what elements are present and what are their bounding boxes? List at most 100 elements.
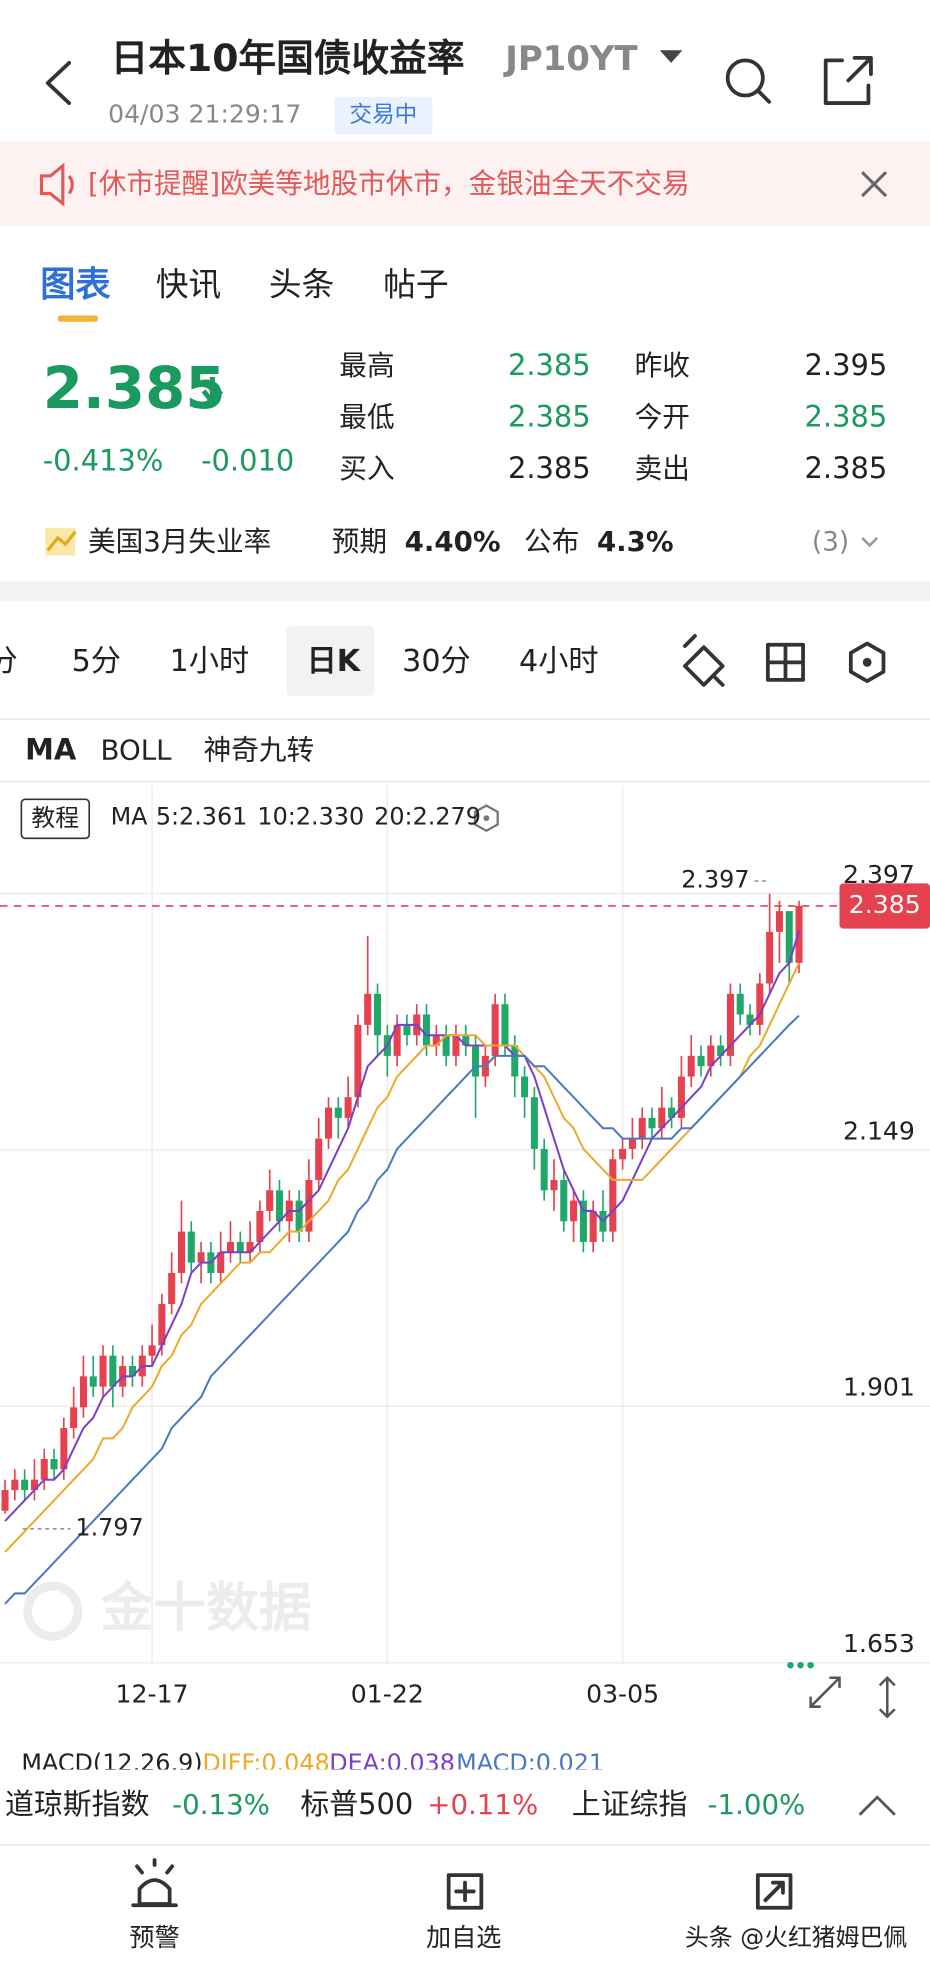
symbol-dropdown[interactable] <box>659 50 683 63</box>
candle-body <box>697 1055 705 1067</box>
tab-underline <box>57 315 99 322</box>
last-price-tag <box>839 883 930 929</box>
period[interactable]: 5分 <box>72 644 121 679</box>
event-count[interactable]: (3) <box>812 527 849 557</box>
candle-body <box>756 983 764 1025</box>
x-tick-label: 01-22 <box>351 1679 424 1708</box>
ma-legend: 5:2.361 <box>156 803 248 831</box>
nav-label[interactable]: 预警 <box>129 1923 179 1952</box>
stat-value: 2.385 <box>805 451 888 485</box>
candle-body <box>432 1035 440 1046</box>
candle-body <box>726 993 734 1056</box>
notice-text[interactable]: [休市提醒]欧美等地股市休市，金银油全天不交易 <box>88 167 690 200</box>
ma-line <box>4 930 801 1522</box>
stat-value: 2.395 <box>805 348 888 382</box>
ticker-change: -0.13% <box>172 1788 270 1821</box>
candle-body <box>168 1272 176 1304</box>
notice-close[interactable] <box>861 171 888 198</box>
fullscreen-button[interactable] <box>809 1676 841 1708</box>
share-icon[interactable] <box>755 1873 793 1910</box>
candle-body <box>589 1210 597 1242</box>
candle-body <box>609 1159 617 1232</box>
stat-label: 最低 <box>339 401 394 434</box>
symbol[interactable]: JP10YT <box>503 40 637 79</box>
candle-body <box>40 1459 48 1480</box>
candle-body <box>501 1004 509 1046</box>
candle-body <box>236 1241 244 1253</box>
candle-body <box>648 1117 656 1129</box>
notice-icon <box>39 162 74 207</box>
candle-body <box>295 1200 303 1232</box>
candle-body <box>344 1097 352 1118</box>
event-icon <box>45 527 77 556</box>
candle-body <box>619 1148 627 1160</box>
candle-body <box>423 1014 431 1046</box>
candle-body <box>462 1035 470 1046</box>
draw-tool[interactable] <box>683 634 725 687</box>
candle-body <box>354 1024 362 1098</box>
candle-body <box>570 1200 578 1222</box>
ticker-expand[interactable] <box>858 1795 896 1816</box>
event-actual: 4.3% <box>597 525 674 558</box>
title: 日本10年国债收益率 <box>111 36 465 80</box>
tab[interactable]: 帖子 <box>383 266 448 304</box>
ma-label: MA <box>111 803 149 831</box>
candle-body <box>305 1179 313 1232</box>
candle-body <box>148 1345 156 1356</box>
tab[interactable]: 快讯 <box>156 266 221 304</box>
candle-body <box>707 1045 715 1067</box>
candle-body <box>187 1231 195 1263</box>
watermark-text: 金十数据 <box>100 1578 312 1639</box>
change-pct: -0.413% <box>43 444 164 478</box>
search-button[interactable] <box>725 58 772 104</box>
candle-body <box>775 911 783 932</box>
tab-active[interactable]: 图表 <box>40 265 111 306</box>
ticker-change: -1.00% <box>708 1788 806 1821</box>
period[interactable]: 30分 <box>402 644 471 679</box>
scale-button[interactable] <box>878 1676 896 1719</box>
candle-body <box>70 1407 78 1429</box>
watchlist-icon[interactable] <box>446 1873 484 1910</box>
y-tick-label: 1.653 <box>843 1629 915 1658</box>
period[interactable]: 4小时 <box>519 644 598 679</box>
layout-tool[interactable] <box>765 642 805 682</box>
candle-body <box>403 1024 411 1036</box>
stat-label: 今开 <box>635 401 690 434</box>
share-button[interactable] <box>823 55 873 105</box>
tab[interactable]: 头条 <box>269 266 334 304</box>
period[interactable]: 分 <box>0 644 18 679</box>
candle-body <box>60 1428 68 1470</box>
ma-settings[interactable] <box>473 804 499 833</box>
candle-body <box>540 1148 548 1191</box>
back-button[interactable] <box>45 60 72 105</box>
candle-body <box>511 1045 519 1077</box>
event-expand[interactable] <box>861 537 879 548</box>
candle-body <box>393 1024 401 1056</box>
ticker-name[interactable]: 上证综指 <box>572 1787 688 1821</box>
ticker-name[interactable]: 道琼斯指数 <box>5 1787 150 1821</box>
period-active[interactable]: 日K <box>307 644 362 679</box>
overlay-watermark: 头条 @火红猪姆巴佩 <box>685 1924 907 1952</box>
ticker-name[interactable]: 标普500 <box>300 1787 413 1821</box>
candle-body <box>1 1490 9 1511</box>
settings-tool[interactable] <box>848 641 886 684</box>
nav-label[interactable]: 加自选 <box>426 1923 501 1952</box>
candle-body <box>266 1190 274 1211</box>
candle-body <box>374 993 382 1036</box>
period[interactable]: 1小时 <box>170 644 250 679</box>
indicator-active[interactable]: MA <box>25 733 77 767</box>
alert-icon[interactable] <box>131 1858 178 1908</box>
candle-body <box>472 1045 480 1077</box>
indicator[interactable]: 神奇九转 <box>204 734 315 767</box>
tutorial-button[interactable] <box>20 798 91 840</box>
ma-line <box>4 962 800 1553</box>
candle-body <box>334 1107 342 1118</box>
indicator[interactable]: BOLL <box>101 734 173 767</box>
chart-controls <box>787 1661 896 1719</box>
time: 04/03 21:29:17 <box>108 100 301 129</box>
event-name[interactable]: 美国3月失业率 <box>88 525 271 558</box>
candle-body <box>668 1107 676 1118</box>
stat-label: 昨收 <box>635 349 690 382</box>
tutorial[interactable]: 教程 <box>31 804 79 832</box>
